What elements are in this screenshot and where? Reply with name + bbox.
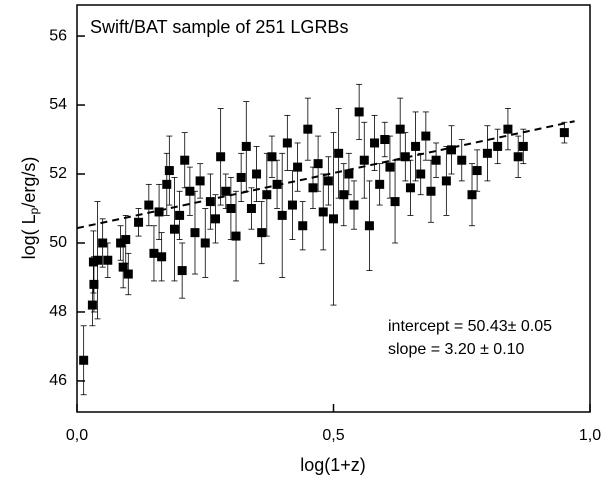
point	[252, 169, 262, 179]
point	[267, 152, 277, 162]
point	[175, 210, 185, 220]
chart-title: Swift/BAT sample of 251 LGRBs	[90, 17, 348, 37]
point	[426, 186, 436, 196]
point	[354, 107, 364, 117]
point	[457, 155, 467, 165]
y-tick-label: 52	[49, 165, 67, 182]
point	[318, 207, 328, 217]
point	[200, 238, 210, 248]
point	[513, 152, 523, 162]
point	[205, 197, 215, 207]
point	[144, 200, 154, 210]
y-tick-label: 50	[49, 234, 67, 251]
point	[375, 179, 385, 189]
point	[395, 124, 405, 134]
point	[405, 183, 415, 193]
point	[503, 124, 513, 134]
point	[344, 169, 354, 179]
fit-line	[76, 120, 575, 230]
y-label-sub: p	[27, 207, 41, 214]
x-tick-label: 1,0	[579, 427, 601, 444]
point	[123, 269, 133, 279]
point	[293, 162, 303, 172]
annotation: slope = 3.20 ± 0.10	[388, 341, 525, 358]
point	[246, 204, 256, 213]
y-tick-label: 46	[49, 372, 67, 389]
point	[298, 221, 308, 231]
point	[472, 166, 482, 176]
y-axis-label: log( Lp/erg/s)	[19, 157, 41, 260]
point	[93, 255, 103, 265]
point	[390, 197, 400, 207]
point	[221, 186, 231, 196]
annotation: intercept = 50.43± 0.05	[388, 318, 552, 335]
point	[282, 138, 292, 148]
point	[431, 155, 441, 165]
x-axis-label: log(1+z)	[300, 455, 366, 475]
point	[349, 200, 359, 210]
point	[313, 159, 323, 169]
point	[89, 279, 99, 289]
point	[467, 190, 477, 200]
point	[121, 235, 131, 245]
point	[149, 248, 159, 258]
x-tick-label: 0,5	[322, 427, 344, 444]
point	[370, 138, 380, 148]
point	[359, 155, 369, 165]
point	[164, 166, 174, 176]
y-label-part: /erg/s)	[19, 157, 39, 208]
point	[118, 262, 128, 272]
point	[154, 207, 164, 217]
point	[231, 231, 241, 241]
point	[334, 148, 344, 158]
point	[257, 228, 267, 238]
point	[482, 148, 492, 158]
x-tick-label: 0,0	[66, 427, 88, 444]
y-label-part: log( L	[19, 214, 39, 259]
point	[339, 190, 349, 200]
point	[518, 141, 528, 151]
y-tick-label: 48	[49, 303, 67, 320]
point	[441, 176, 451, 186]
point	[87, 300, 97, 310]
point	[98, 238, 108, 248]
point	[190, 228, 200, 238]
point	[308, 183, 318, 193]
point	[162, 179, 172, 189]
point	[157, 252, 167, 262]
point	[559, 128, 569, 138]
point	[385, 162, 395, 172]
point	[177, 266, 187, 276]
point	[211, 214, 221, 224]
point	[180, 155, 190, 165]
point	[411, 141, 421, 151]
point	[303, 124, 313, 134]
point	[226, 204, 236, 213]
point	[216, 152, 226, 162]
point	[241, 141, 251, 151]
point	[287, 200, 297, 210]
point	[103, 255, 113, 265]
point	[79, 355, 89, 365]
point	[421, 131, 431, 141]
point	[329, 214, 338, 224]
point	[185, 186, 195, 196]
point	[323, 176, 333, 186]
point	[116, 238, 126, 248]
point	[169, 224, 179, 234]
point	[262, 190, 272, 200]
point	[364, 221, 374, 231]
point	[416, 169, 426, 179]
point	[380, 135, 390, 145]
point	[195, 176, 205, 186]
y-tick-label: 54	[49, 96, 67, 113]
y-tick-label: 56	[49, 27, 67, 44]
point	[236, 172, 246, 182]
point	[493, 141, 503, 151]
point	[134, 217, 144, 227]
point	[277, 210, 287, 220]
point	[446, 145, 456, 155]
point	[400, 152, 410, 162]
